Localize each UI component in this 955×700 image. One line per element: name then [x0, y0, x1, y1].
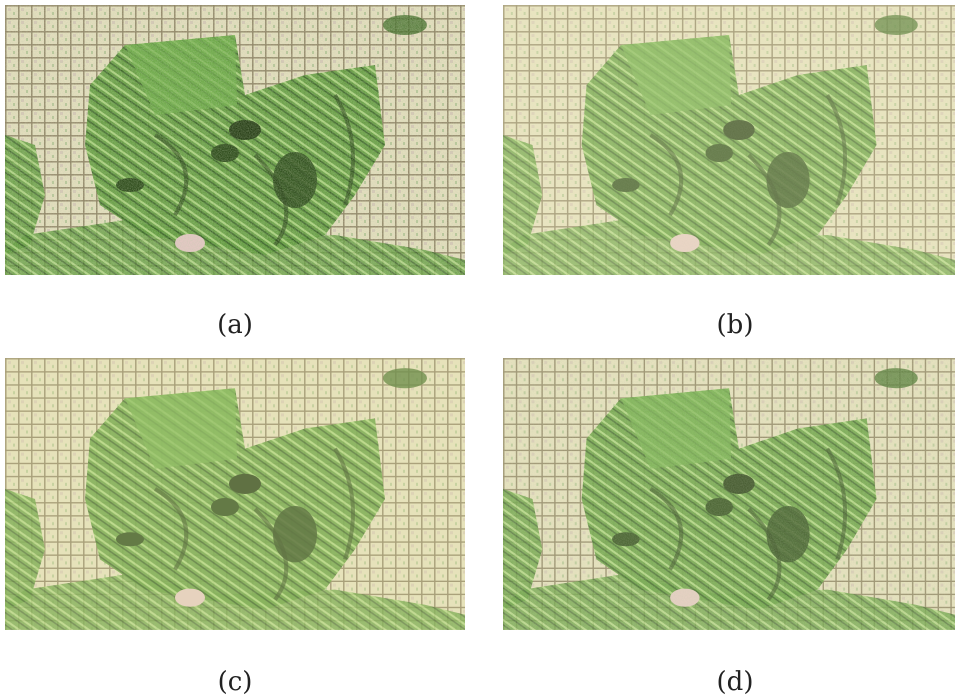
panel-caption: (d) [717, 667, 754, 697]
panel-image [503, 358, 955, 630]
panel-image [5, 358, 465, 630]
panel-image [5, 5, 465, 275]
page: {"figure": {"panels": [{"label": "(a)"},… [0, 0, 955, 700]
panel-caption: (a) [217, 310, 253, 340]
figure: (a) (b) (c) (d) [0, 0, 955, 700]
panel-caption: (c) [218, 667, 253, 697]
panel-caption: (b) [717, 310, 754, 340]
panel-image [503, 5, 955, 275]
